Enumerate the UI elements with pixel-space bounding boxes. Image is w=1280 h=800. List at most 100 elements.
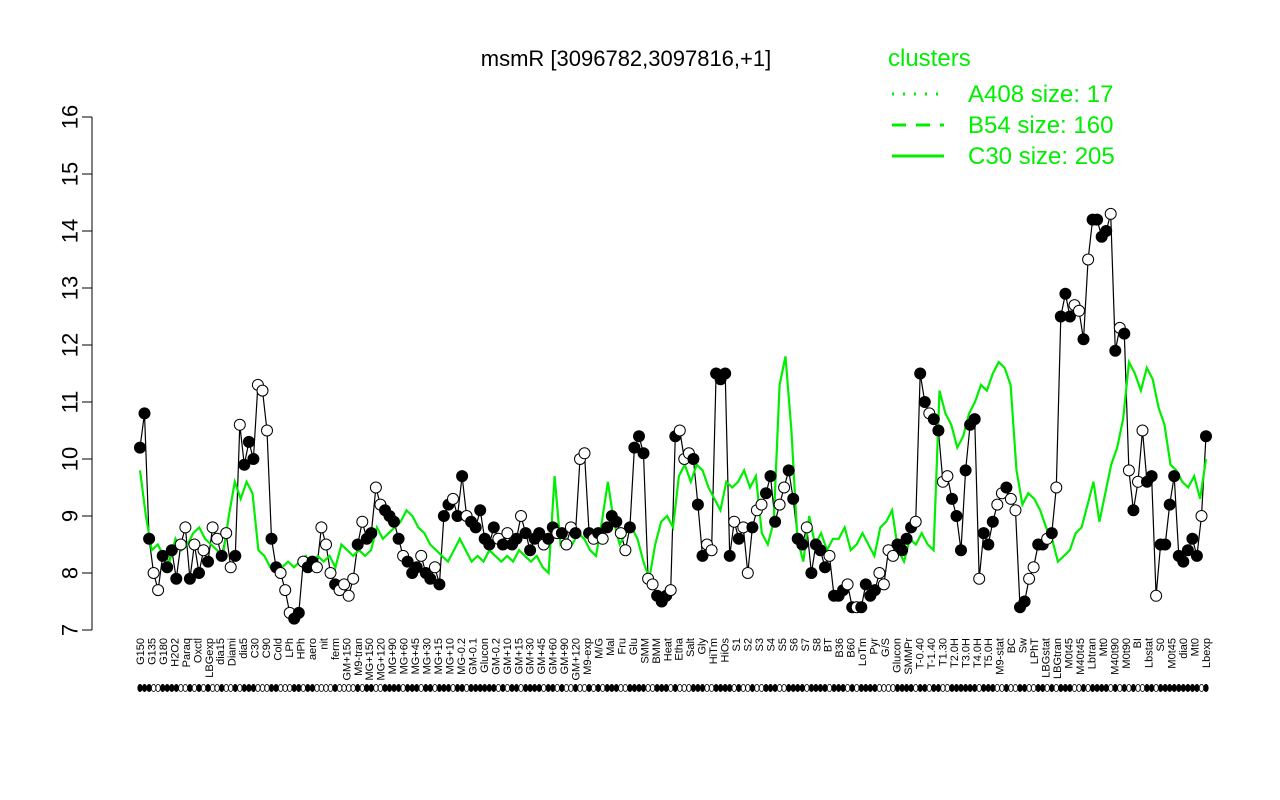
x-tick-label: MG+10: [445, 638, 457, 674]
rug-marker: [795, 684, 801, 693]
data-point-open: [1195, 510, 1208, 522]
cluster-line-c30: [138, 356, 1208, 580]
data-point-open: [673, 424, 686, 437]
data-point-open: [578, 447, 591, 460]
data-point-filled: [1077, 333, 1090, 346]
x-tick-label: C90: [261, 638, 273, 658]
rug-marker: [1058, 684, 1064, 693]
rug-marker: [609, 684, 615, 693]
x-tick-labels: G150 G135 G180 H2O2 Paraq Oxctl LBGexp dia15 Dia…: [135, 637, 1213, 680]
data-point-open: [973, 572, 986, 585]
rug-marker: [1103, 684, 1109, 693]
data-point-filled: [623, 521, 636, 534]
rug-marker: [922, 684, 928, 693]
data-point-open: [887, 549, 899, 562]
rug-marker: [631, 684, 638, 693]
rug-marker: [391, 684, 397, 693]
x-tick-label: S2: [743, 638, 755, 651]
rug-marker: [350, 684, 356, 693]
rug-marker: [364, 684, 370, 693]
x-tick-label: Sw: [1018, 638, 1030, 653]
data-point-open: [1027, 561, 1040, 574]
rug-marker: [876, 684, 883, 693]
rug-marker: [386, 684, 393, 693]
rug-marker: [1085, 684, 1091, 693]
rug-marker: [237, 684, 243, 693]
x-tick-label: nit: [318, 638, 330, 650]
x-tick-label: MG+45: [410, 638, 422, 674]
data-point-open: [515, 510, 527, 522]
x-tick-label: S7: [800, 638, 812, 651]
rug-marker: [822, 684, 828, 693]
rug-marker: [972, 684, 978, 693]
rug-marker: [454, 684, 461, 693]
data-point-open: [909, 515, 922, 528]
x-tick-label: S0: [1155, 638, 1167, 651]
data-point-filled: [474, 504, 487, 517]
data-point-open: [179, 521, 192, 534]
x-tick-label: Lbtran: [1086, 638, 1098, 669]
x-tick-label: Oxctl: [192, 638, 204, 663]
rug-marker: [482, 684, 488, 693]
x-tick-label: dia0: [1178, 638, 1190, 659]
rug-marker: [872, 684, 878, 693]
rug-marker: [205, 684, 211, 693]
x-tick-label: M40t90: [1109, 638, 1121, 675]
data-point-filled: [787, 492, 800, 505]
x-tick-label: S3: [754, 638, 766, 651]
rug-marker: [473, 684, 479, 693]
x-tick-label: Diami: [227, 638, 239, 666]
data-point-open: [841, 578, 854, 591]
x-tick-label: MG+60: [399, 638, 411, 674]
rug-marker: [713, 684, 719, 693]
x-tick-label: LBGtran: [1052, 638, 1064, 679]
rug-marker: [246, 684, 252, 693]
rug-marker: [568, 684, 574, 693]
data-point-filled: [424, 572, 437, 585]
rug-marker: [1012, 684, 1019, 693]
rug-marker: [1049, 684, 1055, 693]
data-point-open: [211, 532, 224, 545]
data-point-open: [224, 561, 237, 574]
x-tick-label: T-0.40: [914, 638, 926, 669]
data-point-open: [188, 538, 201, 551]
rug-marker: [450, 684, 456, 693]
legend: clusters A408 size: 17 B54 size: 160 C30…: [888, 45, 1115, 170]
rug-marker: [1090, 684, 1096, 693]
rug-marker: [627, 684, 633, 693]
rug-marker: [1167, 684, 1173, 693]
rug-marker: [1067, 684, 1073, 693]
rug-marker: [1017, 684, 1023, 693]
rug-marker: [355, 684, 361, 693]
rug-marker: [477, 684, 483, 693]
rug-marker: [840, 684, 846, 693]
rug-marker: [595, 684, 601, 693]
rug-marker: [382, 684, 388, 693]
rug-marker: [663, 684, 669, 693]
data-point-filled: [456, 470, 469, 483]
rug-marker: [890, 684, 896, 693]
data-point-open: [1136, 424, 1149, 437]
rug-marker: [863, 684, 869, 693]
rug-marker: [1121, 684, 1127, 693]
rug-marker: [953, 684, 960, 693]
x-tick-label: G/S: [880, 638, 892, 657]
data-point-filled: [365, 527, 378, 540]
x-tick-label: BI: [1132, 638, 1144, 648]
rug-marker: [432, 684, 438, 693]
rug-marker: [1176, 684, 1182, 693]
data-point-filled: [968, 413, 981, 426]
rug-marker: [745, 684, 751, 693]
data-point-filled: [1109, 344, 1122, 357]
rug-marker: [445, 684, 452, 693]
rug-marker: [695, 684, 701, 693]
rug-marker: [214, 684, 220, 693]
data-point-filled: [950, 510, 963, 522]
data-points: [134, 207, 1212, 625]
rug-marker: [867, 684, 873, 693]
data-point-open: [347, 572, 360, 585]
x-tick-label: HiTm: [708, 638, 720, 664]
rug-marker: [1031, 684, 1037, 693]
data-point-filled: [401, 555, 414, 568]
